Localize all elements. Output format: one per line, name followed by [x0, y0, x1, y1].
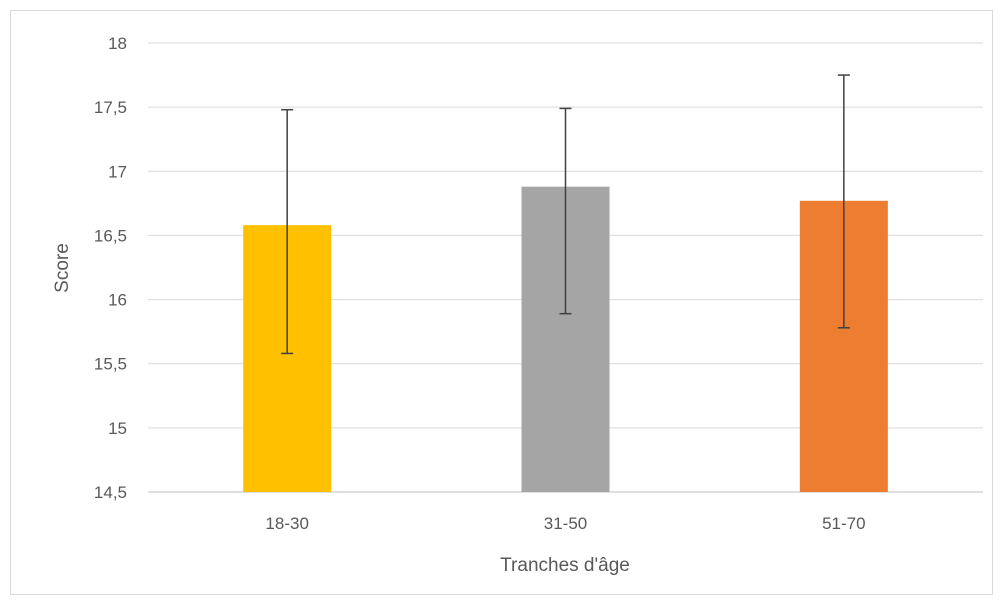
x-tick-label: 31-50: [544, 514, 587, 533]
y-tick-label: 14,5: [94, 483, 127, 502]
x-axis-ticks: 18-30 31-50 51-70: [265, 514, 865, 533]
x-tick-label: 18-30: [265, 514, 308, 533]
x-tick-label: 51-70: [822, 514, 865, 533]
error-bars: [281, 74, 850, 355]
y-tick-label: 17,5: [94, 98, 127, 117]
y-axis-title: Score: [52, 243, 73, 293]
y-tick-label: 15,5: [94, 355, 127, 374]
y-axis-ticks: 14,5 15 15,5 16 16,5 17 17,5 18: [94, 34, 127, 502]
y-tick-label: 17: [108, 162, 127, 181]
y-tick-label: 16: [108, 291, 127, 310]
y-tick-label: 15: [108, 419, 127, 438]
y-tick-label: 18: [108, 34, 127, 53]
y-tick-label: 16,5: [94, 226, 127, 245]
x-axis-title: Tranches d'âge: [500, 555, 630, 576]
